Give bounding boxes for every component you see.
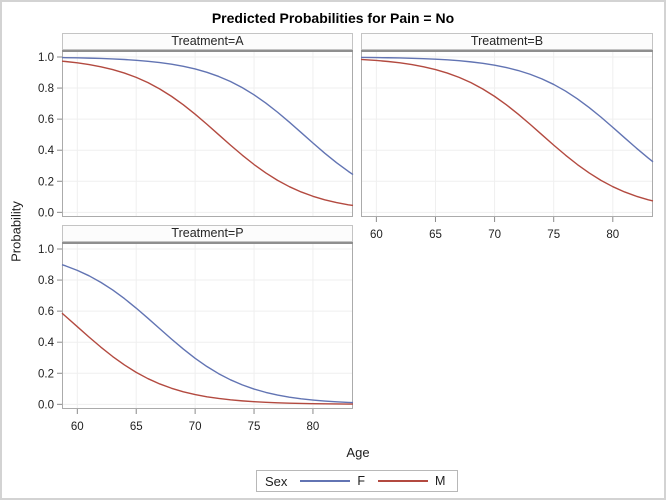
x-tick-label: 80 [606,229,619,241]
curve-M [360,58,654,202]
x-tick-label: 70 [189,421,202,433]
plot-frame [62,242,353,409]
curve-F [61,56,354,176]
y-tick-label: 0.2 [38,368,54,380]
y-tick-label: 0.8 [38,275,54,287]
x-tick-label: 60 [370,229,383,241]
panel-header-treatment-p: Treatment=P [62,225,353,242]
x-tick-label: 65 [130,421,143,433]
chart-title: Predicted Probabilities for Pain = No [211,10,455,26]
y-tick-label: 0.6 [38,114,54,126]
panel-header-treatment-b: Treatment=B [361,33,653,50]
legend-line-female [300,480,351,482]
y-tick-label: 0.2 [38,176,54,188]
plot-frame [62,50,353,217]
y-tick-label: 1.0 [38,52,54,64]
x-tick-label: 65 [429,229,442,241]
legend-title: Sex [265,473,288,489]
y-tick-label: 0.4 [38,145,55,157]
curve-M [61,312,354,405]
x-axis-title: Age [346,445,370,460]
legend: Sex F M [256,470,459,492]
panel-plot-treatment-p: 0.0 0.2 0.4 0.6 0.8 1.0 60 65 70 75 80 [38,242,354,433]
plot-frame [361,50,653,217]
y-tick-label: 0.6 [38,306,54,318]
y-tick-label: 1.0 [38,244,54,256]
x-tick-label: 80 [307,421,320,433]
y-tick-label: 0.4 [38,337,55,349]
panel-plot-treatment-b: 60 65 70 75 80 [360,50,654,241]
y-axis-title: Probability [8,201,24,262]
x-tick-label: 70 [488,229,501,241]
legend-line-male [378,480,429,482]
x-tick-label: 60 [71,421,84,433]
legend-label-f: F [357,474,366,488]
y-tick-label: 0.0 [38,207,54,219]
curve-F [61,264,354,404]
legend-label-m: M [435,474,446,488]
x-tick-label: 75 [547,229,560,241]
x-tick-label: 75 [248,421,261,433]
curve-F [360,56,654,163]
panel-header-treatment-a: Treatment=A [62,33,353,50]
curve-M [61,60,354,207]
y-tick-label: 0.0 [38,399,54,411]
y-tick-label: 0.8 [38,83,54,95]
panel-plot-treatment-a: 0.0 0.2 0.4 0.6 0.8 1.0 [38,50,354,219]
